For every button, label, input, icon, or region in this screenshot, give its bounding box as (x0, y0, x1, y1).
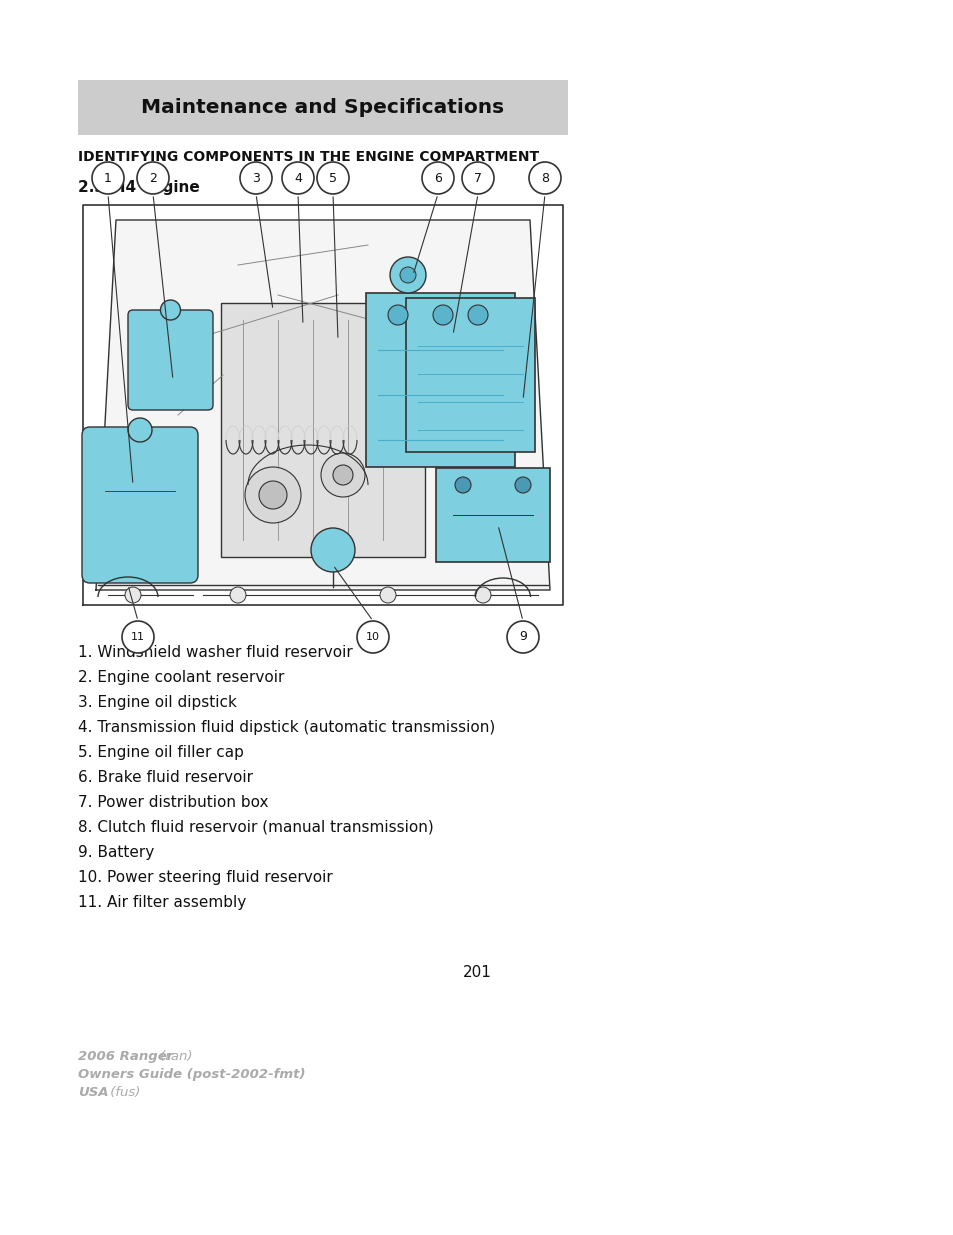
Circle shape (475, 587, 491, 603)
Text: 5. Engine oil filler cap: 5. Engine oil filler cap (78, 745, 244, 760)
Circle shape (282, 162, 314, 194)
Text: 2.3L I4 engine: 2.3L I4 engine (78, 180, 199, 195)
Circle shape (379, 587, 395, 603)
Circle shape (258, 480, 287, 509)
Text: 11: 11 (131, 632, 145, 642)
Text: (fus): (fus) (106, 1086, 140, 1099)
Text: 9: 9 (518, 631, 526, 643)
Text: Maintenance and Specifications: Maintenance and Specifications (141, 98, 504, 117)
Text: 10. Power steering fluid reservoir: 10. Power steering fluid reservoir (78, 869, 333, 885)
FancyBboxPatch shape (406, 298, 535, 452)
Circle shape (122, 621, 153, 653)
Circle shape (399, 267, 416, 283)
Circle shape (245, 467, 301, 522)
Circle shape (125, 587, 141, 603)
FancyBboxPatch shape (78, 80, 567, 135)
Text: 2. Engine coolant reservoir: 2. Engine coolant reservoir (78, 671, 284, 685)
Circle shape (160, 300, 180, 320)
Circle shape (356, 621, 389, 653)
Text: 8. Clutch fluid reservoir (manual transmission): 8. Clutch fluid reservoir (manual transm… (78, 820, 434, 835)
Text: 5: 5 (329, 172, 336, 184)
Circle shape (230, 587, 246, 603)
Text: 7: 7 (474, 172, 481, 184)
Text: IDENTIFYING COMPONENTS IN THE ENGINE COMPARTMENT: IDENTIFYING COMPONENTS IN THE ENGINE COM… (78, 149, 538, 164)
Circle shape (421, 162, 454, 194)
Circle shape (240, 162, 272, 194)
Text: 2006 Ranger: 2006 Ranger (78, 1050, 173, 1063)
Text: 201: 201 (462, 965, 491, 981)
Circle shape (316, 162, 349, 194)
Text: 3: 3 (252, 172, 259, 184)
Text: Owners Guide (post-2002-fmt): Owners Guide (post-2002-fmt) (78, 1068, 305, 1081)
Circle shape (137, 162, 169, 194)
Text: 4: 4 (294, 172, 301, 184)
Circle shape (506, 621, 538, 653)
Text: 10: 10 (366, 632, 379, 642)
Circle shape (311, 529, 355, 572)
Text: 1: 1 (104, 172, 112, 184)
Circle shape (515, 477, 531, 493)
Circle shape (390, 257, 426, 293)
Text: 6: 6 (434, 172, 441, 184)
Text: 4. Transmission fluid dipstick (automatic transmission): 4. Transmission fluid dipstick (automati… (78, 720, 495, 735)
FancyBboxPatch shape (128, 310, 213, 410)
Text: 11. Air filter assembly: 11. Air filter assembly (78, 895, 246, 910)
Circle shape (128, 417, 152, 442)
Circle shape (468, 305, 488, 325)
Text: 6. Brake fluid reservoir: 6. Brake fluid reservoir (78, 769, 253, 785)
Circle shape (461, 162, 494, 194)
Polygon shape (96, 220, 550, 590)
Circle shape (320, 453, 365, 496)
Text: (ran): (ran) (156, 1050, 193, 1063)
FancyBboxPatch shape (366, 293, 515, 467)
Text: 1. Windshield washer fluid reservoir: 1. Windshield washer fluid reservoir (78, 645, 353, 659)
FancyBboxPatch shape (221, 303, 424, 557)
Text: 2: 2 (149, 172, 157, 184)
Text: 3. Engine oil dipstick: 3. Engine oil dipstick (78, 695, 236, 710)
Circle shape (529, 162, 560, 194)
Text: 7. Power distribution box: 7. Power distribution box (78, 795, 268, 810)
Circle shape (333, 466, 353, 485)
Text: USA: USA (78, 1086, 109, 1099)
Circle shape (455, 477, 471, 493)
Text: 9. Battery: 9. Battery (78, 845, 154, 860)
FancyBboxPatch shape (436, 468, 550, 562)
FancyBboxPatch shape (82, 427, 198, 583)
Circle shape (433, 305, 453, 325)
Circle shape (91, 162, 124, 194)
Text: 8: 8 (540, 172, 548, 184)
Circle shape (388, 305, 408, 325)
